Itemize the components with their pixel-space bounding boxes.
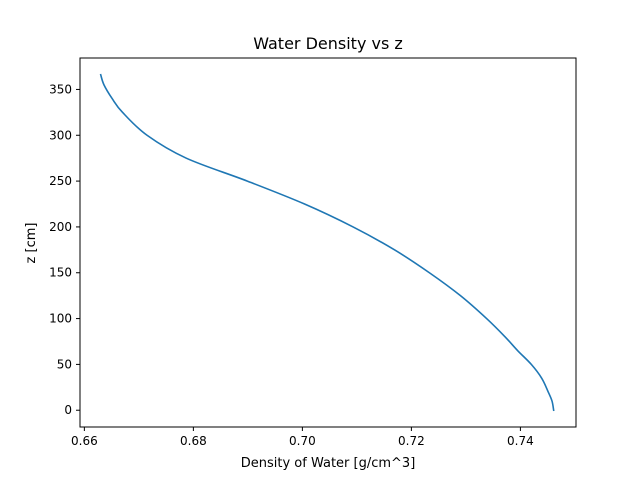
x-tick-label: 0.66 bbox=[71, 434, 98, 448]
y-axis-title: z [cm] bbox=[24, 223, 39, 264]
x-tick-label: 0.74 bbox=[507, 434, 534, 448]
axes-frame bbox=[79, 57, 577, 428]
x-axis-title: Density of Water [g/cm^3] bbox=[241, 456, 416, 471]
x-tick-label: 0.70 bbox=[289, 434, 316, 448]
y-tick-label: 0 bbox=[64, 403, 72, 417]
y-tick-label: 250 bbox=[49, 174, 72, 188]
y-tick-label: 100 bbox=[49, 312, 72, 326]
chart-title: Water Density vs z bbox=[253, 34, 403, 53]
x-tick-label: 0.68 bbox=[180, 434, 207, 448]
y-tick-label: 50 bbox=[57, 357, 72, 371]
axis-ticks: 0.66 0.68 0.70 0.72 0.74 0 50 100 150 200 250 300 35… bbox=[49, 82, 534, 448]
y-tick-label: 150 bbox=[49, 266, 72, 280]
x-tick-label: 0.72 bbox=[398, 434, 425, 448]
series-line bbox=[99, 73, 555, 412]
y-tick-label: 300 bbox=[49, 128, 72, 142]
y-tick-label: 200 bbox=[49, 220, 72, 234]
y-tick-label: 350 bbox=[49, 82, 72, 96]
plot-area bbox=[99, 73, 555, 412]
